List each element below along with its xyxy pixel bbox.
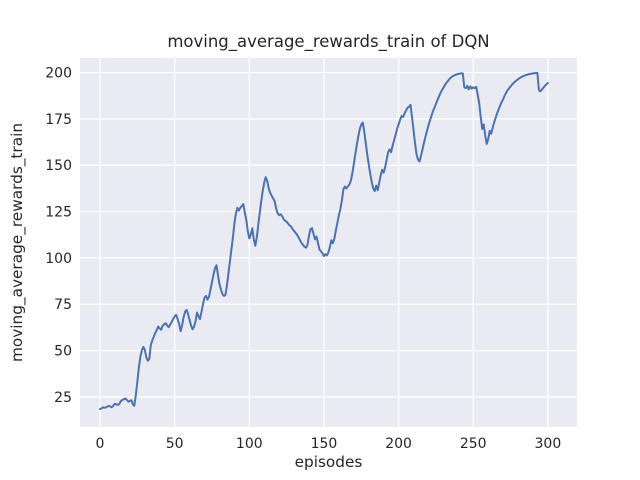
chart-title: moving_average_rewards_train of DQN xyxy=(167,32,489,52)
y-tick-label: 100 xyxy=(45,251,72,267)
y-tick-label: 50 xyxy=(54,344,72,360)
y-axis-label: moving_average_rewards_train xyxy=(8,123,27,362)
y-tick-label: 200 xyxy=(45,65,72,81)
y-tick-label: 125 xyxy=(45,205,72,221)
plot-area xyxy=(80,58,577,427)
y-tick-label: 150 xyxy=(45,158,72,174)
x-tick-label: 150 xyxy=(311,436,338,452)
x-tick-label: 250 xyxy=(460,436,487,452)
y-tick-label: 175 xyxy=(45,112,72,128)
x-tick-label: 200 xyxy=(385,436,412,452)
series-line xyxy=(99,72,549,410)
x-axis-label: episodes xyxy=(295,453,363,471)
x-tick-label: 50 xyxy=(166,436,184,452)
y-tick-label: 75 xyxy=(54,297,72,313)
x-tick-label: 100 xyxy=(236,436,263,452)
x-tick-label: 300 xyxy=(535,436,562,452)
y-tick-label: 25 xyxy=(54,390,72,406)
x-tick-label: 0 xyxy=(96,436,105,452)
plot-generated-layer: 0 50 100 150 200 250 300 25 50 75 100 125 150 175 200 xyxy=(45,58,577,452)
